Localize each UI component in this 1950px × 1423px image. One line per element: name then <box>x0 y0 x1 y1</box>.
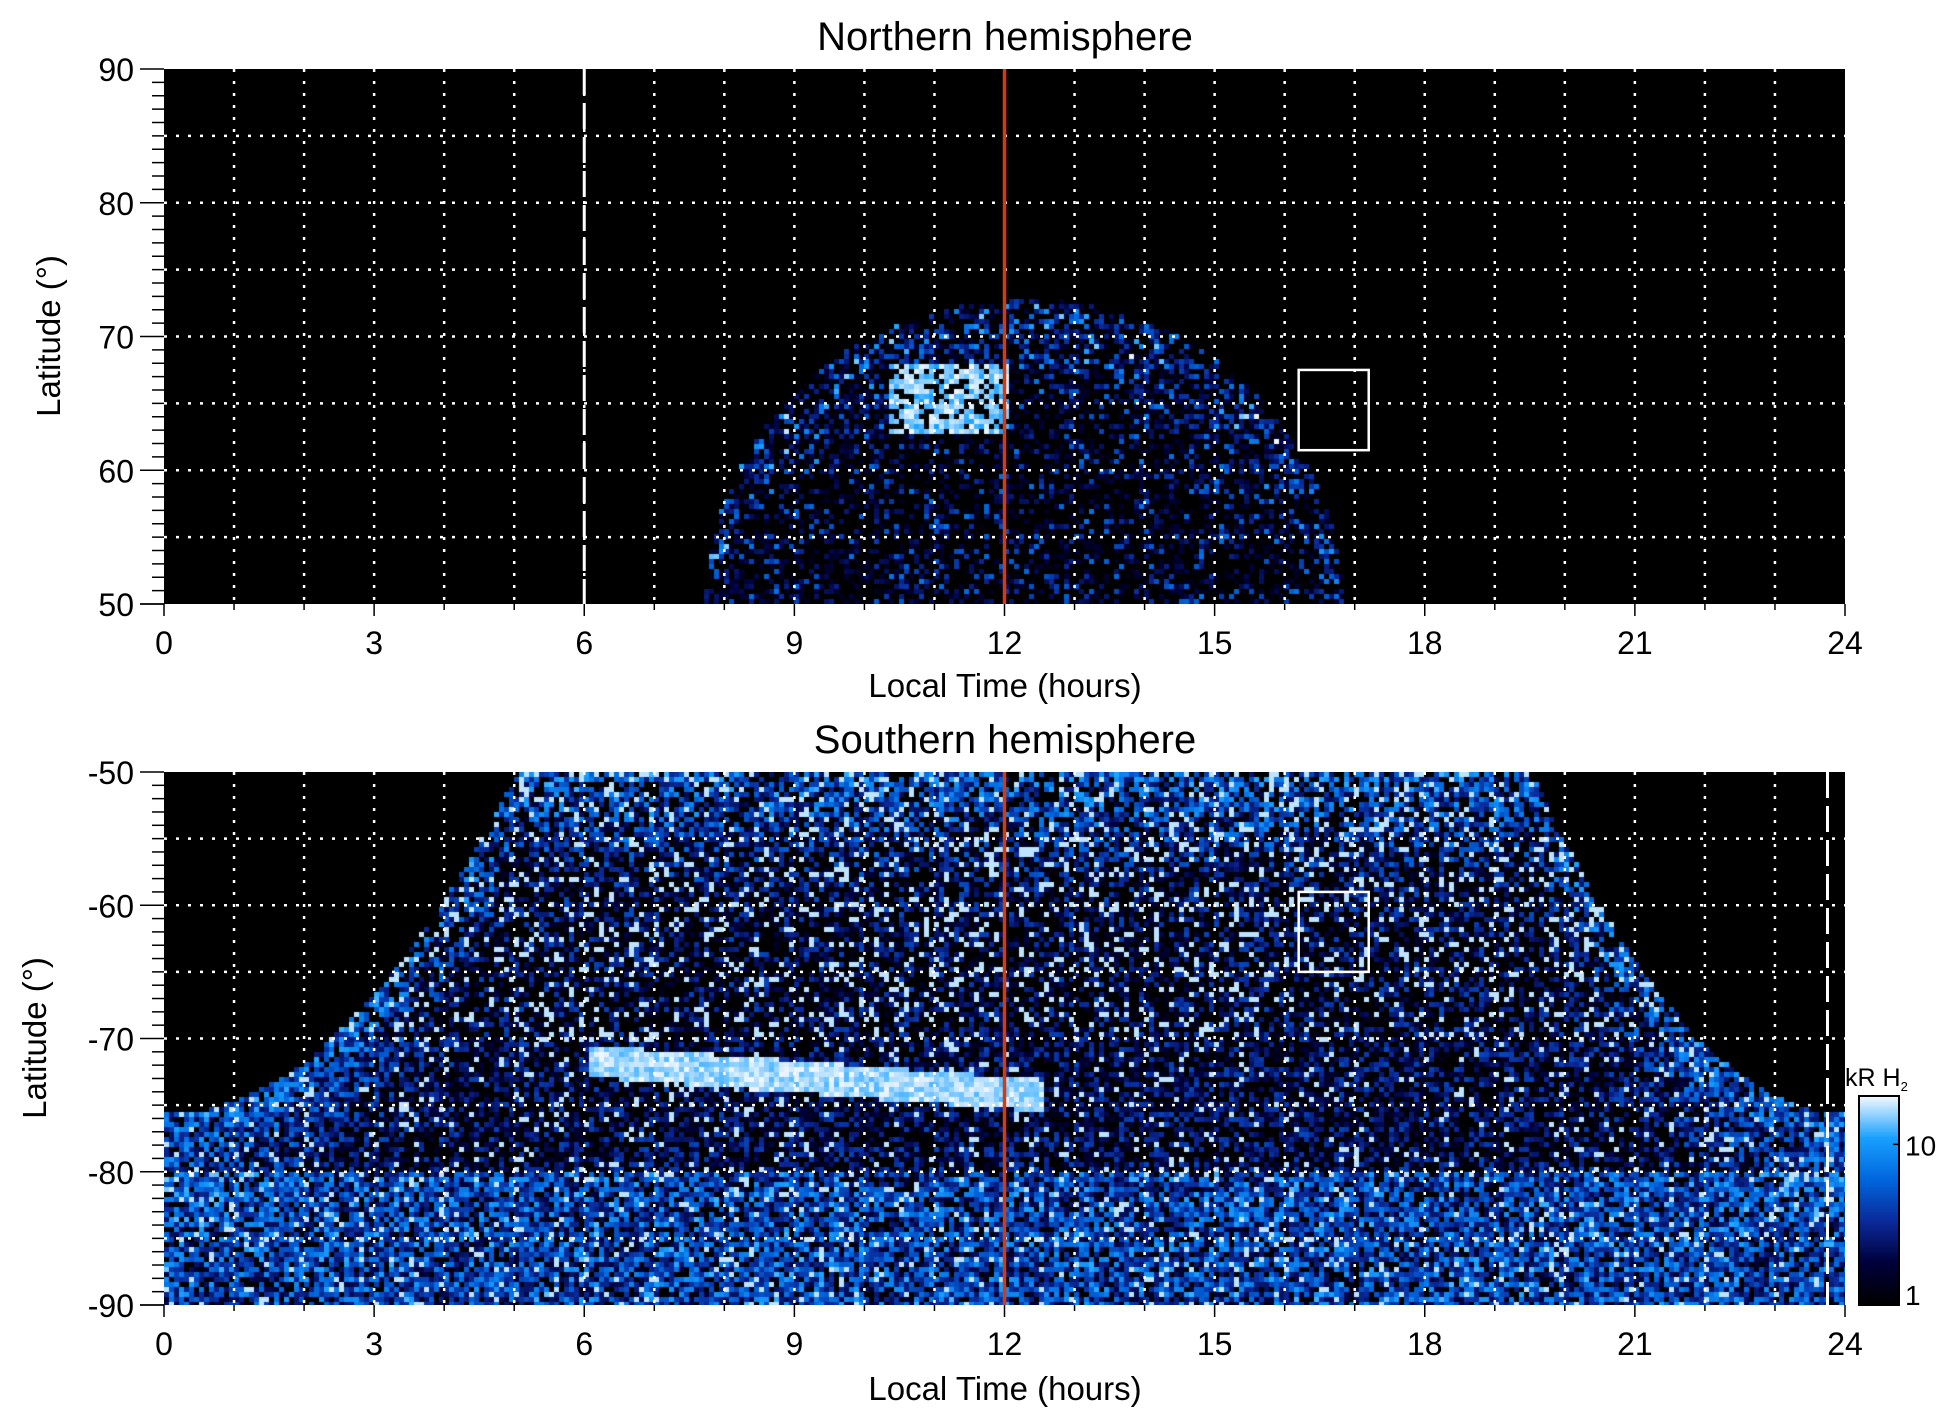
y-tick-label: -60 <box>88 888 134 924</box>
colorbar-tick-label: 10 <box>1905 1130 1936 1161</box>
north-title: Northern hemisphere <box>817 15 1193 59</box>
x-tick-label: 24 <box>1827 625 1863 661</box>
x-tick-label: 6 <box>575 625 593 661</box>
y-tick-label: -70 <box>88 1022 134 1058</box>
x-tick-label: 0 <box>155 625 173 661</box>
y-tick-label: 90 <box>98 52 134 88</box>
colorbar-gradient <box>1859 1096 1899 1305</box>
x-tick-label: 3 <box>365 625 383 661</box>
y-tick-label: -80 <box>88 1155 134 1191</box>
x-tick-label: 0 <box>155 1326 173 1362</box>
south-title: Southern hemisphere <box>814 718 1196 762</box>
y-tick-label: 70 <box>98 320 134 356</box>
y-tick-label: 80 <box>98 186 134 222</box>
y-tick-label: 60 <box>98 453 134 489</box>
y-tick-label: -50 <box>88 755 134 791</box>
y-tick-label: -90 <box>88 1288 134 1324</box>
x-tick-label: 21 <box>1617 625 1653 661</box>
colorbar-label: kR H2 <box>1845 1064 1908 1094</box>
x-tick-label: 18 <box>1407 625 1443 661</box>
south-ylabel: Latitude (°) <box>16 957 53 1119</box>
colorbar-frame <box>1858 1095 1900 1306</box>
x-tick-label: 21 <box>1617 1326 1653 1362</box>
colorbar-tick-label: 1 <box>1905 1280 1921 1311</box>
x-tick-label: 6 <box>575 1326 593 1362</box>
north-ylabel: Latitude (°) <box>30 255 67 417</box>
region-box <box>1297 368 1370 452</box>
x-tick-label: 15 <box>1197 625 1233 661</box>
x-tick-label: 9 <box>785 625 803 661</box>
x-tick-label: 15 <box>1197 1326 1233 1362</box>
south-xlabel: Local Time (hours) <box>868 1370 1141 1407</box>
x-tick-label: 12 <box>987 1326 1023 1362</box>
x-tick-label: 9 <box>785 1326 803 1362</box>
x-tick-label: 24 <box>1827 1326 1863 1362</box>
x-tick-label: 12 <box>987 625 1023 661</box>
y-tick-label: 50 <box>98 587 134 623</box>
x-tick-label: 3 <box>365 1326 383 1362</box>
region-box <box>1297 890 1370 974</box>
north-xlabel: Local Time (hours) <box>868 667 1141 704</box>
x-tick-label: 18 <box>1407 1326 1443 1362</box>
